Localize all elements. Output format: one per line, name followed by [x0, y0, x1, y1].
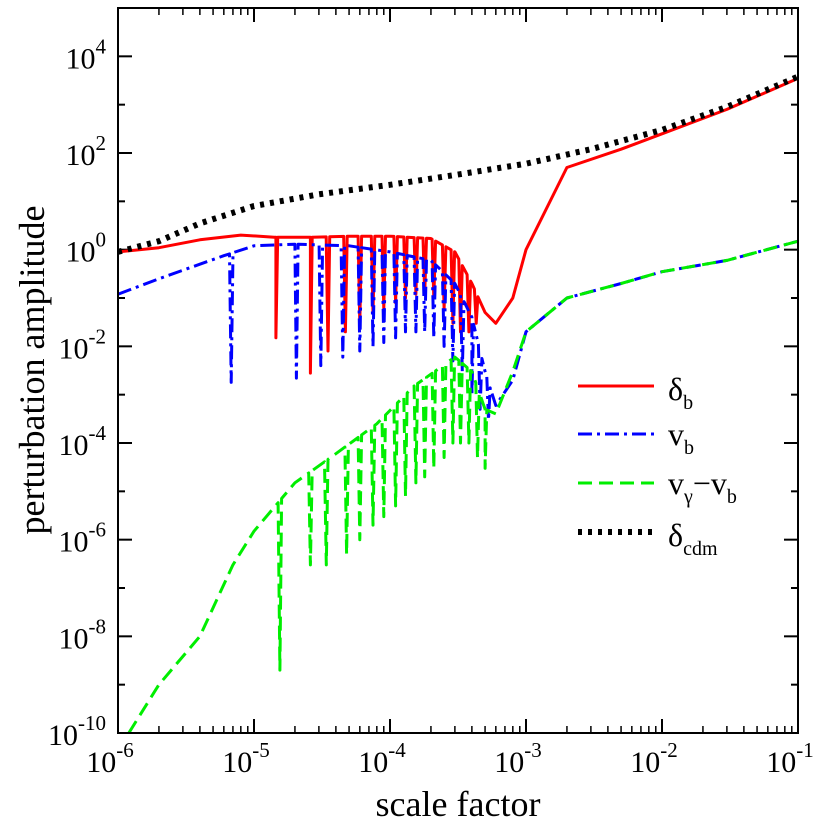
x-tick-label: 10-5	[222, 738, 270, 779]
x-tick-labels: 10-6 10-5 10-4 10-3 10-2 10-1	[86, 738, 814, 779]
y-tick-label: 10-8	[59, 614, 107, 655]
y-tick-label: 100	[66, 228, 107, 269]
legend: δb vb vγ−vb δcdm	[578, 371, 737, 560]
y-tick-label: 10-4	[59, 421, 107, 462]
y-tick-label: 10-2	[59, 324, 107, 365]
legend-label-v-gamma-minus-v-b: vγ−vb	[668, 465, 737, 508]
x-axis-label: scale factor	[376, 784, 541, 824]
plot-frame	[117, 7, 799, 734]
series-line-v-b	[118, 239, 798, 422]
series-layer	[118, 73, 798, 733]
y-tick-label: 104	[66, 34, 107, 75]
y-tick-labels: 10-10 10-8 10-6 10-4 10-2 100 102 104	[48, 34, 107, 752]
y-tick-label: 102	[66, 131, 107, 172]
legend-label-delta-cdm: δcdm	[668, 517, 718, 560]
series-line-v-gamma-minus-v-b	[127, 239, 798, 733]
x-tick-label: 10-2	[630, 738, 678, 779]
x-tick-label: 10-3	[494, 738, 542, 779]
x-tick-label: 10-6	[86, 738, 134, 779]
tick-marks	[117, 7, 799, 734]
legend-label-delta-b: δb	[668, 371, 693, 414]
series-line-delta-b	[118, 77, 798, 375]
y-axis-label: perturbation amplitude	[12, 206, 52, 535]
y-tick-label: 10-10	[48, 711, 106, 752]
legend-label-v-b: vb	[668, 416, 694, 459]
y-tick-label: 10-6	[59, 518, 107, 559]
x-tick-label: 10-1	[766, 738, 814, 779]
x-tick-label: 10-4	[358, 738, 406, 779]
series-line-delta-cdm	[118, 73, 798, 255]
